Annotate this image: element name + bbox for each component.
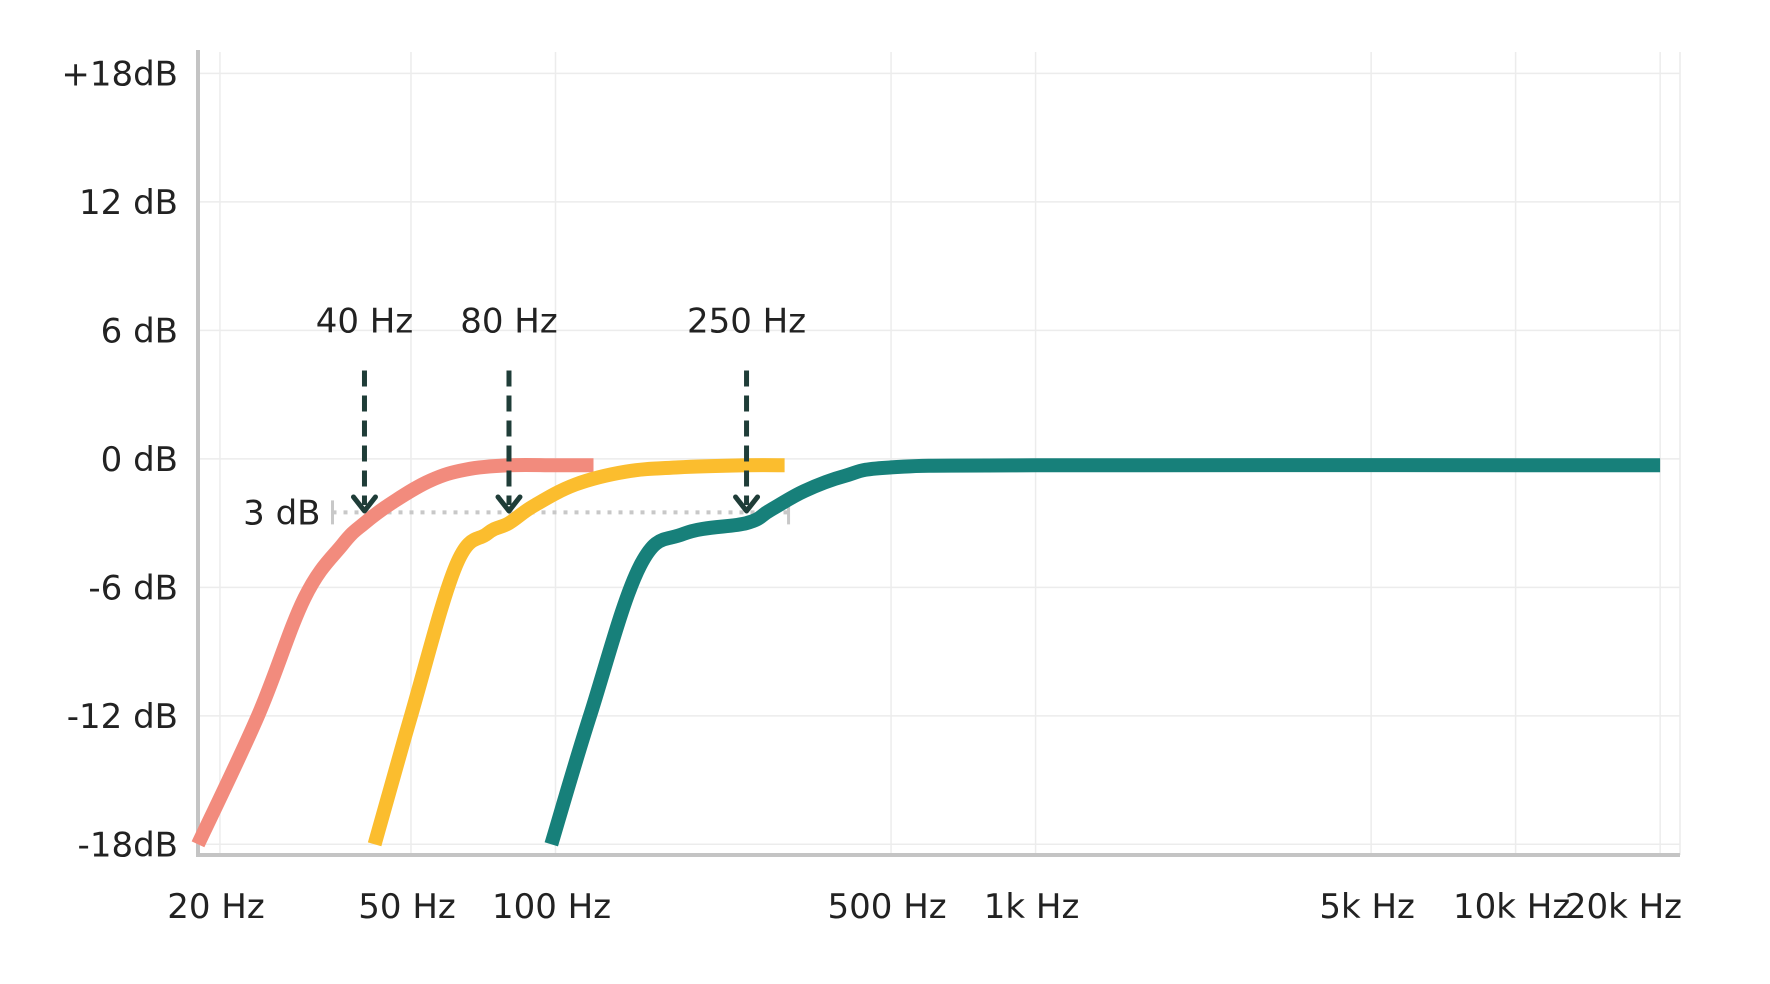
annotation-arrow-head xyxy=(733,494,761,514)
y-tick-label: +18dB xyxy=(61,54,178,94)
x-tick-label: 1k Hz xyxy=(984,887,1080,927)
tick-labels: +18dB 12 dB 6 dB 0 dB -6 dB -12 dB -18dB 20 Hz 5… xyxy=(61,54,1682,927)
annotation-label: 80 Hz xyxy=(460,301,557,341)
y-tick-label: -12 dB xyxy=(67,697,178,737)
annotation-label: 250 Hz xyxy=(687,301,806,341)
x-tick-label: 50 Hz xyxy=(358,887,455,927)
annotation-label: 40 Hz xyxy=(316,301,413,341)
x-tick-label: 5k Hz xyxy=(1319,887,1415,927)
axes xyxy=(196,50,1680,857)
annotation-group: 40 Hz 80 Hz 250 Hz xyxy=(316,301,806,514)
y-tick-label: 0 dB xyxy=(101,440,178,480)
grid xyxy=(198,52,1681,855)
annotation-arrow-head xyxy=(495,494,523,514)
series-3-line xyxy=(544,458,1661,847)
y-tick-label: -18dB xyxy=(78,825,178,865)
x-tick-label: 100 Hz xyxy=(492,887,611,927)
x-tick-label: 500 Hz xyxy=(827,887,946,927)
x-tick-label: 10k Hz xyxy=(1453,887,1570,927)
x-tick-label: 20 Hz xyxy=(167,887,264,927)
y-tick-label: 6 dB xyxy=(101,311,178,351)
x-tick-label: 20k Hz xyxy=(1565,887,1682,927)
annotation-arrow-head xyxy=(350,494,378,514)
series-1-line xyxy=(191,457,594,848)
series-group xyxy=(191,457,1661,848)
series-2-line xyxy=(367,458,785,847)
reference-line-group: 3 dB xyxy=(243,493,791,533)
reference-line-label: 3 dB xyxy=(243,493,320,533)
y-tick-label: 12 dB xyxy=(79,183,178,223)
y-tick-label: -6 dB xyxy=(88,568,178,608)
